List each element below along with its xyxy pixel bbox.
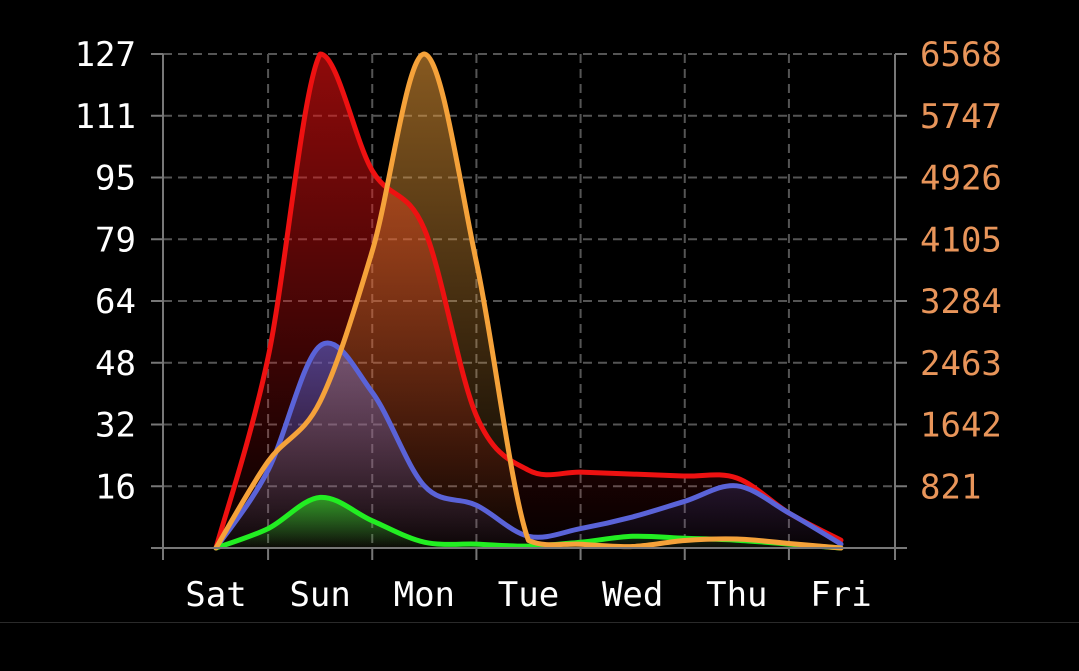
right-tick-label: 6568 (920, 35, 1002, 75)
right-tick-label: 4105 (920, 220, 1002, 260)
left-tick-label: 79 (95, 220, 136, 260)
x-tick-label: Sun (289, 575, 350, 615)
x-tick-label: Fri (810, 575, 871, 615)
series-line-red (213, 51, 844, 551)
x-tick-label: Mon (394, 575, 455, 615)
series-line-orange (213, 51, 844, 551)
left-tick-label: 111 (75, 97, 136, 137)
bottom-divider (0, 622, 1079, 623)
right-tick-label: 821 (920, 467, 981, 507)
left-tick-label: 48 (95, 344, 136, 384)
x-tick-label: Wed (602, 575, 663, 615)
left-tick-label: 64 (95, 282, 136, 322)
axes (151, 53, 907, 560)
series-area-orange (216, 54, 841, 548)
series-line-blue (213, 340, 844, 551)
left-tick-label: 127 (75, 35, 136, 75)
right-tick-label: 5747 (920, 97, 1002, 137)
x-tick-label: Thu (706, 575, 767, 615)
series-lines (213, 51, 844, 551)
right-tick-label: 4926 (920, 159, 1002, 199)
right-tick-label: 3284 (920, 282, 1002, 322)
left-tick-label: 32 (95, 406, 136, 446)
x-tick-label: Tue (498, 575, 559, 615)
tick-labels: 16 32 48 64 79 95 111 127 821 1642 2463 3284 4105 492… (75, 35, 1002, 615)
left-tick-label: 16 (95, 467, 136, 507)
x-tick-label: Sat (185, 575, 246, 615)
right-tick-label: 2463 (920, 344, 1002, 384)
right-tick-label: 1642 (920, 406, 1002, 446)
left-tick-label: 95 (95, 159, 136, 199)
